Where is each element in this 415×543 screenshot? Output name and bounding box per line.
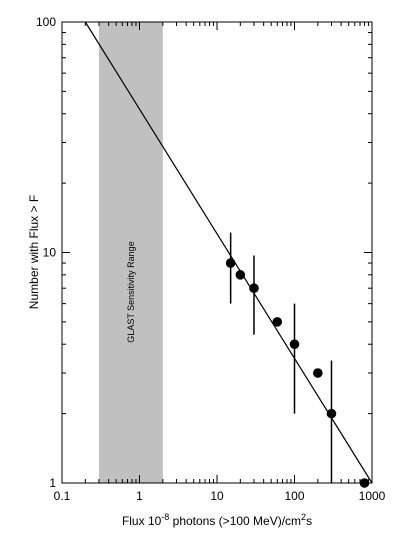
data-point	[235, 270, 246, 280]
sensitivity-band	[98, 22, 163, 483]
y-tick-label: 1	[49, 476, 56, 490]
x-tick-label: 10	[210, 489, 224, 503]
x-axis-label-part: photons (>100 MeV)/cm	[169, 514, 301, 528]
data-point	[359, 478, 370, 488]
x-tick-label: 1000	[359, 489, 386, 503]
fit-line	[84, 21, 373, 484]
band-label: GLAST Sensitivity Range	[126, 241, 136, 342]
y-tick-label: 100	[36, 15, 56, 29]
y-tick-label: 10	[43, 246, 57, 260]
x-axis-label-part: -8	[161, 512, 169, 522]
x-tick-label: 0.1	[54, 489, 71, 503]
x-axis-label-part: s	[306, 514, 312, 528]
x-axis-label-part: Flux 10	[122, 514, 162, 528]
x-axis-label-part: 2	[301, 512, 306, 522]
x-tick-label: 1	[136, 489, 143, 503]
data-point	[272, 317, 283, 327]
x-tick-label: 100	[284, 489, 304, 503]
x-axis-label: Flux 10-8 photons (>100 MeV)/cm2s	[122, 512, 312, 528]
data-point	[249, 283, 259, 294]
data-point	[289, 339, 300, 350]
data-point	[225, 258, 236, 268]
y-axis-label: Number with Flux > F	[27, 195, 41, 309]
data-point	[326, 408, 337, 419]
data-point	[313, 368, 323, 378]
